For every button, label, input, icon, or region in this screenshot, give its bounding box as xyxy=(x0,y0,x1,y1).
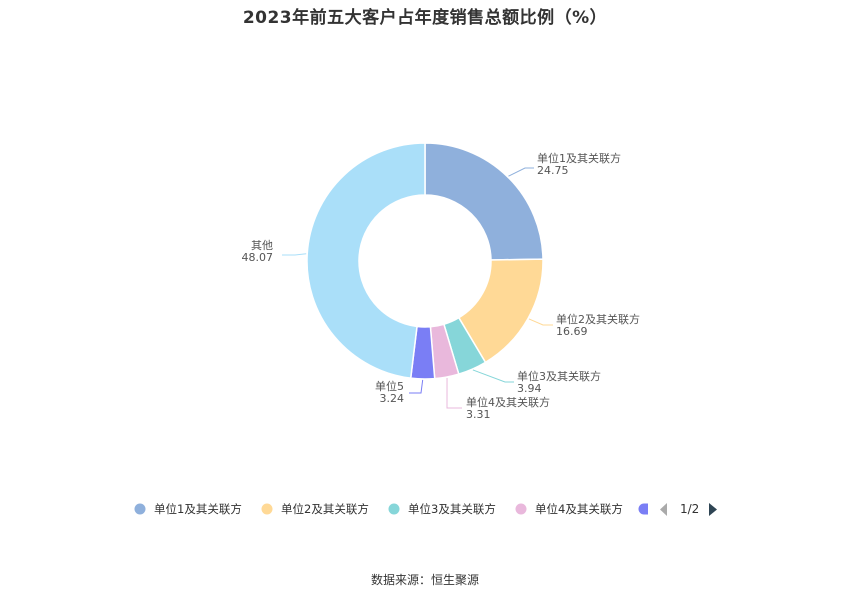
slice-label-name: 单位3及其关联方 xyxy=(517,369,601,383)
legend-prev-page-icon[interactable] xyxy=(660,503,667,516)
legend-label: 单位3及其关联方 xyxy=(408,502,496,516)
label-leader-line xyxy=(472,369,514,383)
donut-slices xyxy=(306,142,544,380)
legend-marker-clipped xyxy=(644,503,648,515)
legend-page-indicator: 1/2 xyxy=(680,502,699,516)
slice-label-name: 其他 xyxy=(251,239,273,252)
slice-label-value: 16.69 xyxy=(556,325,588,338)
legend-item[interactable]: 单位2及其关联方 xyxy=(261,502,369,516)
legend-item[interactable]: 单位1及其关联方 xyxy=(134,502,242,516)
legend-marker xyxy=(261,503,273,515)
label-leader-line xyxy=(508,167,534,177)
legend[interactable]: 单位1及其关联方 单位2及其关联方 单位3及其关联方 单位4及其关联方 1/2 xyxy=(134,502,718,516)
slice-label-value: 3.24 xyxy=(380,392,405,405)
donut-slice[interactable] xyxy=(306,142,426,379)
data-source-note: 数据来源：恒生聚源 xyxy=(370,573,479,587)
legend-marker xyxy=(134,503,146,515)
legend-label: 单位2及其关联方 xyxy=(281,502,369,516)
legend-marker xyxy=(638,503,644,515)
label-leader-line xyxy=(409,379,424,394)
slice-label-name: 单位2及其关联方 xyxy=(556,312,640,326)
slice-label-value: 3.94 xyxy=(517,382,542,395)
slice-label-value: 48.07 xyxy=(242,251,274,264)
slice-labels: 单位1及其关联方24.75单位2及其关联方16.69单位3及其关联方3.94单位… xyxy=(242,151,641,421)
label-leader-line xyxy=(446,377,462,409)
slice-label-name: 单位1及其关联方 xyxy=(537,151,621,165)
legend-item[interactable] xyxy=(638,503,649,515)
legend-item[interactable]: 单位4及其关联方 xyxy=(515,502,623,516)
legend-label: 单位4及其关联方 xyxy=(535,502,623,516)
slice-label-name: 单位4及其关联方 xyxy=(466,395,550,409)
donut-slice[interactable] xyxy=(424,142,544,261)
label-leader-line xyxy=(282,253,307,256)
legend-item[interactable]: 单位3及其关联方 xyxy=(388,502,496,516)
slice-label-name: 单位5 xyxy=(375,379,404,393)
legend-next-page-icon[interactable] xyxy=(709,503,717,516)
legend-label: 单位1及其关联方 xyxy=(154,502,242,516)
slice-label-value: 24.75 xyxy=(537,164,569,177)
label-leader-line xyxy=(528,318,553,326)
legend-marker xyxy=(388,503,400,515)
legend-marker xyxy=(515,503,527,515)
chart-title: 2023年前五大客户占年度销售总额比例（%） xyxy=(242,8,608,28)
slice-label-value: 3.31 xyxy=(466,408,491,421)
